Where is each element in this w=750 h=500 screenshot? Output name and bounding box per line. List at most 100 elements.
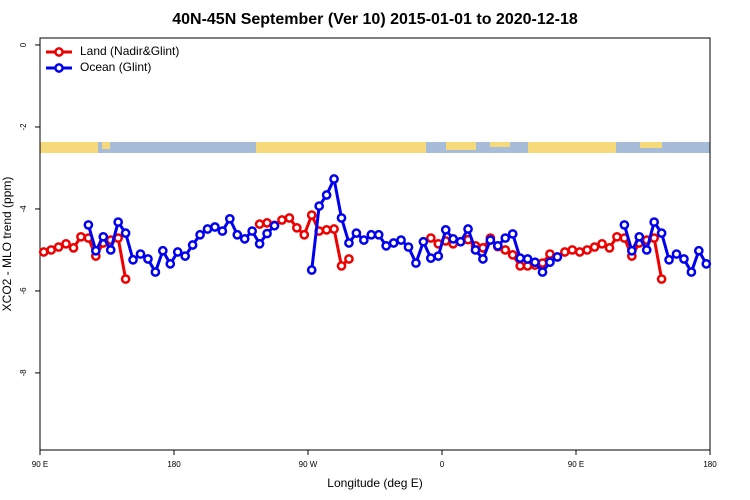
point [336, 213, 347, 223]
point [619, 220, 630, 230]
x-tick-label: 0 [440, 460, 445, 469]
land-strip [640, 142, 662, 148]
x-tick-label: 180 [167, 460, 181, 469]
point [381, 240, 392, 251]
point [500, 245, 511, 255]
point [485, 235, 496, 245]
point [567, 245, 578, 255]
point [90, 245, 101, 256]
point [269, 220, 280, 231]
point [277, 215, 287, 225]
point [455, 236, 466, 247]
point [165, 259, 176, 269]
point [38, 247, 49, 257]
point [425, 233, 436, 243]
point [559, 247, 570, 257]
x-tick-label: 90 E [32, 460, 48, 469]
land-strip [40, 142, 98, 153]
point [530, 257, 540, 268]
point [545, 257, 555, 268]
point [373, 229, 384, 240]
point [217, 226, 228, 236]
point [440, 225, 451, 235]
point [388, 238, 399, 248]
surface-strip [40, 142, 710, 153]
y-tick-label: -2 [19, 123, 28, 131]
point [679, 254, 689, 264]
point [537, 258, 548, 268]
point [522, 254, 533, 264]
point [604, 243, 615, 253]
point [358, 235, 369, 245]
point [545, 249, 555, 259]
point [120, 228, 131, 238]
point [425, 253, 436, 263]
point [98, 231, 109, 242]
point [589, 242, 600, 252]
point [597, 238, 607, 249]
point [61, 238, 71, 249]
point [306, 265, 317, 275]
chart-title: 40N-45N September (Ver 10) 2015-01-01 to… [172, 11, 578, 28]
point [150, 267, 161, 277]
point [403, 242, 414, 252]
point [68, 243, 79, 253]
x-axis-label: Longitude (deg E) [327, 476, 422, 490]
point [202, 224, 213, 234]
point [693, 245, 704, 256]
point [492, 240, 503, 251]
point [574, 247, 585, 257]
point [634, 231, 645, 242]
point [686, 267, 697, 277]
point [507, 229, 518, 239]
point [143, 254, 153, 264]
plot-frame [39, 37, 711, 451]
y-tick-label: 0 [19, 42, 28, 47]
point [552, 252, 563, 262]
point [321, 190, 332, 200]
point [656, 274, 667, 284]
point [321, 225, 332, 235]
x-tick-label: 90 W [299, 460, 318, 469]
point [224, 213, 235, 224]
point [53, 242, 64, 252]
point [612, 231, 622, 242]
point [515, 253, 526, 263]
point [478, 254, 488, 264]
point [626, 245, 637, 256]
y-axis-label: XCO2 - MLO trend (ppm) [0, 177, 14, 312]
point [232, 229, 243, 240]
y-tick-label: -8 [19, 369, 28, 377]
point [507, 250, 518, 260]
point [314, 201, 325, 211]
x-tick-label: 90 E [568, 460, 584, 469]
point [262, 228, 272, 239]
y-tick-label: -6 [19, 287, 28, 295]
point [187, 240, 198, 250]
point [515, 261, 526, 271]
point [113, 217, 124, 227]
land-strip [102, 142, 110, 149]
point [649, 217, 660, 227]
point [76, 231, 86, 242]
point [46, 245, 57, 255]
point [172, 247, 183, 257]
land-strip [256, 142, 426, 153]
y-tick-label: -4 [19, 205, 28, 213]
point [254, 238, 265, 249]
point [582, 245, 593, 255]
point [128, 254, 138, 265]
point [299, 229, 310, 240]
point [463, 224, 473, 234]
legend-marker [54, 47, 64, 57]
point [239, 234, 250, 244]
point [418, 236, 429, 247]
point [210, 222, 220, 232]
point [83, 220, 94, 230]
land-strip [446, 142, 476, 150]
point [262, 218, 272, 228]
point [537, 267, 548, 277]
point [157, 245, 168, 256]
point [135, 249, 146, 259]
point [433, 251, 444, 261]
